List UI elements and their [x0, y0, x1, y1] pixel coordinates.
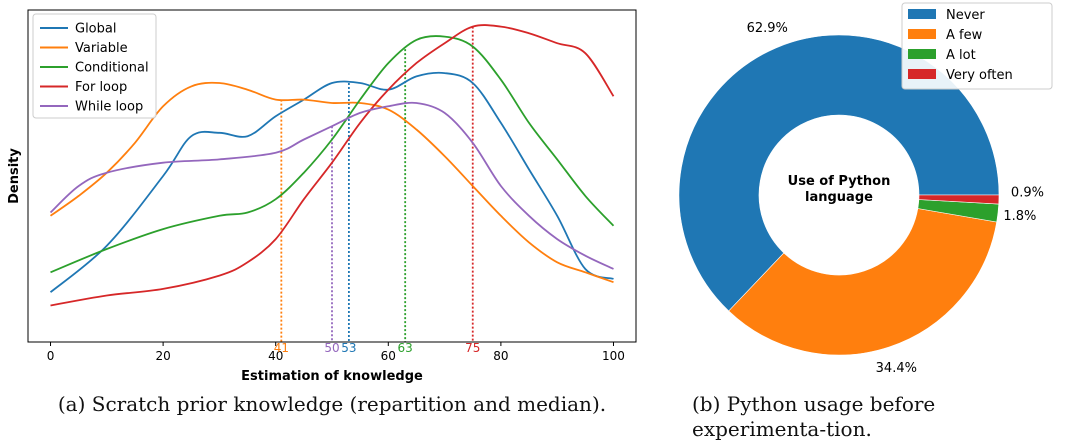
caption-a: (a) Scratch prior knowledge (repartition…	[57, 392, 607, 416]
legend-label-conditional: Conditional	[75, 61, 149, 76]
slice-very-often	[918, 194, 1000, 205]
slice-label-never: 62.9%	[747, 21, 788, 36]
curve-conditional	[50, 35, 615, 274]
x-tick-label: 0	[47, 349, 55, 363]
curve-for-loop	[50, 24, 615, 307]
legend-swatch-very-often	[908, 69, 936, 79]
slice-label-very-often: 0.9%	[1011, 185, 1044, 200]
legend-label-variable: Variable	[75, 41, 128, 56]
legend: Never A few A lot Very often	[901, 2, 1053, 90]
legend-swatch-a-lot	[908, 49, 936, 59]
donut-slices	[678, 34, 1000, 356]
caption-b: (b) Python usage before experimenta-tion…	[692, 392, 936, 441]
density-chart: 0 20 40 60 80 100 53 41 63 75 50 Estimation of kn…	[7, 9, 637, 384]
median-labels: 53 41 63 75 50	[274, 341, 481, 355]
donut-title-line: language	[805, 190, 873, 205]
median-label-while-loop: 50	[324, 341, 339, 355]
legend-swatch-never	[908, 9, 936, 19]
median-label-for-loop: 75	[465, 341, 480, 355]
legend: Global Variable Conditional For loop While l…	[32, 13, 157, 119]
donut-chart: 62.9% 34.4% 1.8% 0.9% Use of Python language…	[678, 2, 1053, 376]
legend-label-never: Never	[946, 8, 985, 23]
legend-label-global: Global	[75, 22, 116, 37]
donut-center-title: Use of Python language	[788, 174, 891, 205]
donut-title-line: Use of Python	[788, 174, 891, 189]
median-label-global: 53	[341, 341, 356, 355]
x-tick-label: 100	[602, 349, 625, 363]
x-tick-label: 80	[493, 349, 508, 363]
x-tick-label: 60	[381, 349, 396, 363]
legend-box	[901, 2, 1053, 90]
legend-label-very-often: Very often	[946, 68, 1013, 83]
density-curves	[49, 24, 615, 307]
legend-label-for-loop: For loop	[75, 80, 127, 95]
median-label-variable: 41	[274, 341, 289, 355]
slice-label-a-lot: 1.8%	[1003, 209, 1036, 224]
median-lines	[280, 26, 474, 342]
median-label-conditional: 63	[398, 341, 413, 355]
x-axis-ticks: 0 20 40 60 80 100	[47, 342, 625, 363]
x-tick-label: 20	[155, 349, 170, 363]
curve-while-loop	[49, 101, 614, 270]
curve-global	[49, 71, 614, 293]
legend-label-while-loop: While loop	[75, 100, 143, 115]
slice-label-a-few: 34.4%	[876, 361, 917, 376]
legend-label-a-lot: A lot	[946, 48, 976, 63]
curve-variable	[49, 81, 614, 284]
legend-label-a-few: A few	[946, 28, 983, 43]
y-axis-label: Density	[7, 148, 22, 204]
legend-swatch-a-few	[908, 29, 936, 39]
plot-frame	[27, 9, 637, 343]
x-tick-label: 40	[268, 349, 283, 363]
slice-a-few	[728, 208, 998, 356]
slice-labels: 62.9% 34.4% 1.8% 0.9%	[747, 21, 1044, 376]
legend-box	[32, 13, 157, 119]
x-axis-label: Estimation of knowledge	[241, 369, 423, 384]
